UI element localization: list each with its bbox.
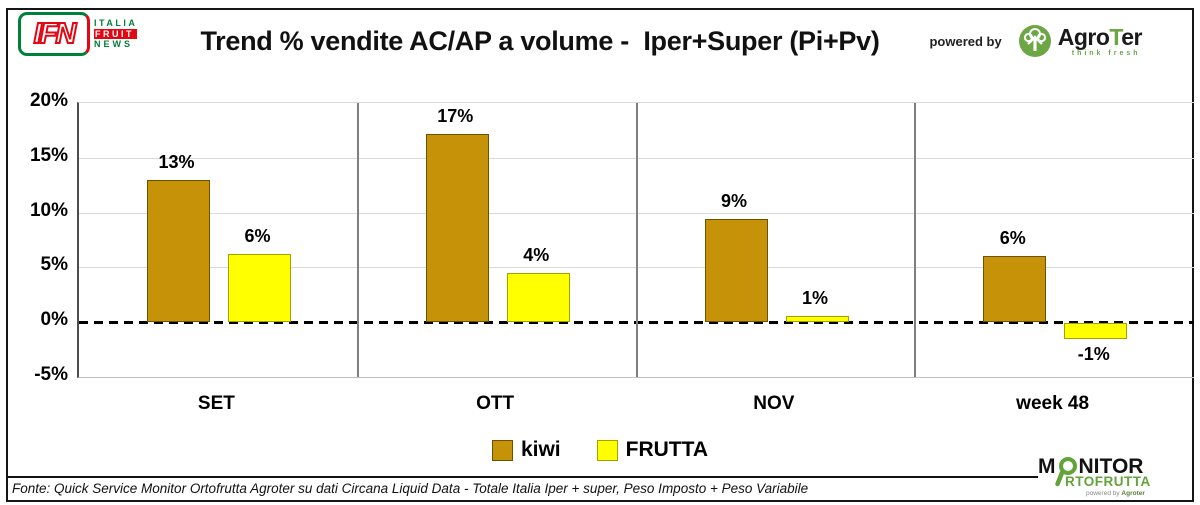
group-separator bbox=[356, 103, 359, 377]
ifn-acronym: IFN bbox=[33, 17, 78, 51]
agroter-tagline: think fresh bbox=[1071, 49, 1141, 57]
category-label-OTT: OTT bbox=[476, 393, 515, 414]
y-axis-tick-label: 10% bbox=[29, 199, 68, 221]
bar-kiwi-OTT bbox=[425, 133, 489, 323]
monitor-wordmark-line2: RTOFRUTTA bbox=[1065, 474, 1151, 489]
monitor-ortofrutta-logo: M NITOR RTOFRUTTA powered by Agroter bbox=[1038, 456, 1188, 500]
bar-value-label: -1% bbox=[1077, 344, 1110, 365]
bar-value-label: 6% bbox=[244, 226, 271, 247]
bar-FRUTTA-OTT bbox=[506, 272, 570, 323]
y-axis-tick-label: 5% bbox=[40, 254, 68, 276]
footer-divider bbox=[8, 476, 1048, 478]
agroter-wordmark: AgroTer think fresh bbox=[1057, 23, 1143, 57]
monitor-wordmark-line1: M NITOR bbox=[1038, 455, 1188, 486]
bar-FRUTTA-SET bbox=[228, 254, 291, 323]
powered-by-block: powered by AgroTer think fresh bbox=[929, 24, 1142, 58]
magnifier-icon bbox=[1054, 456, 1077, 486]
y-axis-tick-label: 20% bbox=[29, 90, 68, 111]
ifn-logo: IFN ITALIA FRUIT NEWS bbox=[18, 12, 138, 56]
legend-label-kiwi: kiwi bbox=[520, 438, 561, 461]
bar-value-label: 9% bbox=[720, 191, 747, 212]
chart-title: Trend % vendite AC/AP a volume - Iper+Su… bbox=[200, 26, 880, 56]
group-separator bbox=[635, 103, 638, 377]
monitor-powered-by: powered by Agroter bbox=[1086, 489, 1145, 497]
category-label-week-48: week 48 bbox=[1016, 393, 1090, 414]
bar-FRUTTA-week 48 bbox=[1064, 323, 1128, 340]
bar-value-label: 4% bbox=[523, 244, 550, 265]
legend-swatch-FRUTTA bbox=[596, 439, 618, 461]
ifn-italia-label: ITALIA bbox=[94, 18, 138, 29]
agroter-tree-icon bbox=[1018, 25, 1051, 57]
bar-value-label: 1% bbox=[801, 288, 828, 309]
legend-swatch-kiwi bbox=[491, 439, 513, 461]
ifn-fruit-label: FRUIT bbox=[94, 28, 138, 40]
ifn-logo-mark: IFN bbox=[18, 12, 90, 56]
monitor-m: M bbox=[1038, 455, 1056, 478]
legend-item-FRUTTA: FRUTTA bbox=[596, 438, 709, 462]
chart-legend: kiwi FRUTTA bbox=[0, 438, 1200, 462]
bar-value-label: 6% bbox=[999, 228, 1026, 249]
bar-value-label: 13% bbox=[158, 151, 195, 172]
ifn-news-label: NEWS bbox=[94, 39, 133, 50]
bar-kiwi-week 48 bbox=[983, 256, 1047, 323]
agroter-logo: AgroTer think fresh bbox=[1018, 24, 1142, 58]
bar-kiwi-NOV bbox=[704, 219, 768, 323]
y-axis-tick-label: 0% bbox=[40, 309, 68, 331]
plot-area bbox=[77, 102, 1194, 378]
group-separator bbox=[914, 103, 917, 377]
legend-label-FRUTTA: FRUTTA bbox=[625, 438, 709, 461]
y-axis-tick-label: -5% bbox=[34, 364, 68, 385]
bar-kiwi-SET bbox=[147, 179, 210, 323]
y-axis-tick-label: 15% bbox=[29, 144, 68, 166]
agroter-name: AgroTer bbox=[1057, 23, 1143, 50]
monitor-nitor: NITOR bbox=[1078, 455, 1144, 478]
legend-item-kiwi: kiwi bbox=[491, 438, 561, 462]
category-label-SET: SET bbox=[197, 393, 235, 414]
bar-FRUTTA-NOV bbox=[785, 316, 849, 323]
bar-value-label: 17% bbox=[437, 105, 474, 126]
source-note: Fonte: Quick Service Monitor Ortofrutta … bbox=[12, 481, 809, 496]
category-label-NOV: NOV bbox=[753, 393, 795, 414]
ifn-logo-text: ITALIA FRUIT NEWS bbox=[94, 18, 138, 50]
powered-by-label: powered by bbox=[929, 33, 1002, 49]
